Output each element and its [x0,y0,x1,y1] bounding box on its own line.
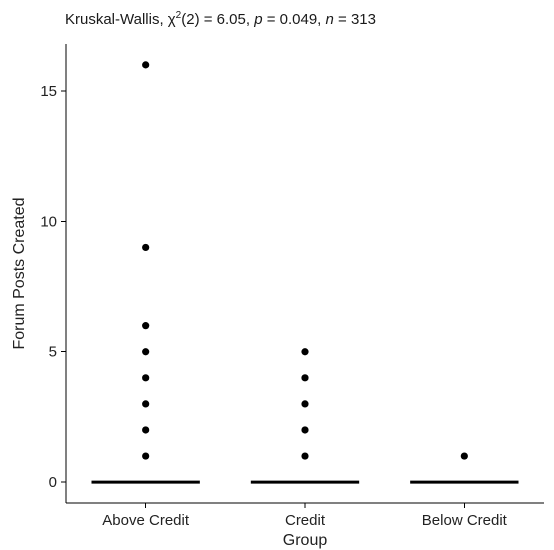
y-tick-label: 0 [49,474,57,491]
axes [65,44,544,504]
y-tick-label: 5 [49,344,57,361]
title-n-label: n [326,11,334,28]
title-statistic: (2) = 6.05, [181,11,254,28]
data-point [301,348,309,356]
x-tick-label: Below Credit [422,512,508,529]
y-axis-title: Forum Posts Created [11,197,28,349]
title-chi-superscript: 2 [176,10,182,21]
data-point [460,452,468,460]
data-point [301,400,309,408]
data-point [142,348,150,356]
title-n-value: = 313 [334,11,376,28]
title-chi-symbol: χ [168,11,176,28]
x-tick-label: Credit [285,512,326,529]
x-tick-label: Above Credit [102,512,190,529]
data-point [301,452,309,460]
data-point [142,374,150,382]
title-p-value: = 0.049, [263,11,326,28]
data-point [142,426,150,434]
data-point [142,243,150,252]
y-tick-label: 15 [40,83,57,100]
data-point [301,426,309,434]
y-axis-ticks: 0 5 10 15 [40,83,66,491]
title-prefix: Kruskal-Wallis, [65,11,168,28]
data-point [142,61,150,69]
chart-title: Kruskal-Wallis, χ2(2) = 6.05, p = 0.049,… [65,10,376,28]
data-point [142,322,150,330]
data-point [301,374,309,382]
title-p-label: p [253,11,262,28]
x-axis-ticks: Above Credit Credit Below Credit [102,503,508,529]
x-axis-title: Group [283,532,328,549]
data-points [142,61,468,460]
data-point [142,452,150,460]
y-tick-label: 10 [40,213,57,230]
data-point [142,400,150,408]
